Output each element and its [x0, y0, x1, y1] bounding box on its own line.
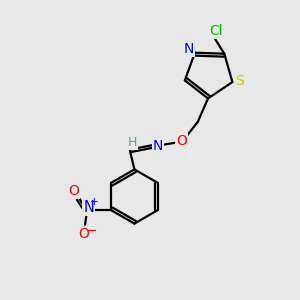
- Text: O: O: [176, 134, 187, 148]
- Text: N: N: [153, 139, 163, 153]
- Text: N: N: [83, 200, 94, 215]
- Text: H: H: [128, 136, 137, 149]
- Text: O: O: [68, 184, 79, 198]
- Text: Cl: Cl: [210, 24, 223, 38]
- Text: N: N: [183, 42, 194, 56]
- Text: −: −: [87, 225, 97, 238]
- Text: S: S: [236, 74, 244, 88]
- Text: +: +: [90, 197, 98, 207]
- Text: O: O: [78, 226, 89, 241]
